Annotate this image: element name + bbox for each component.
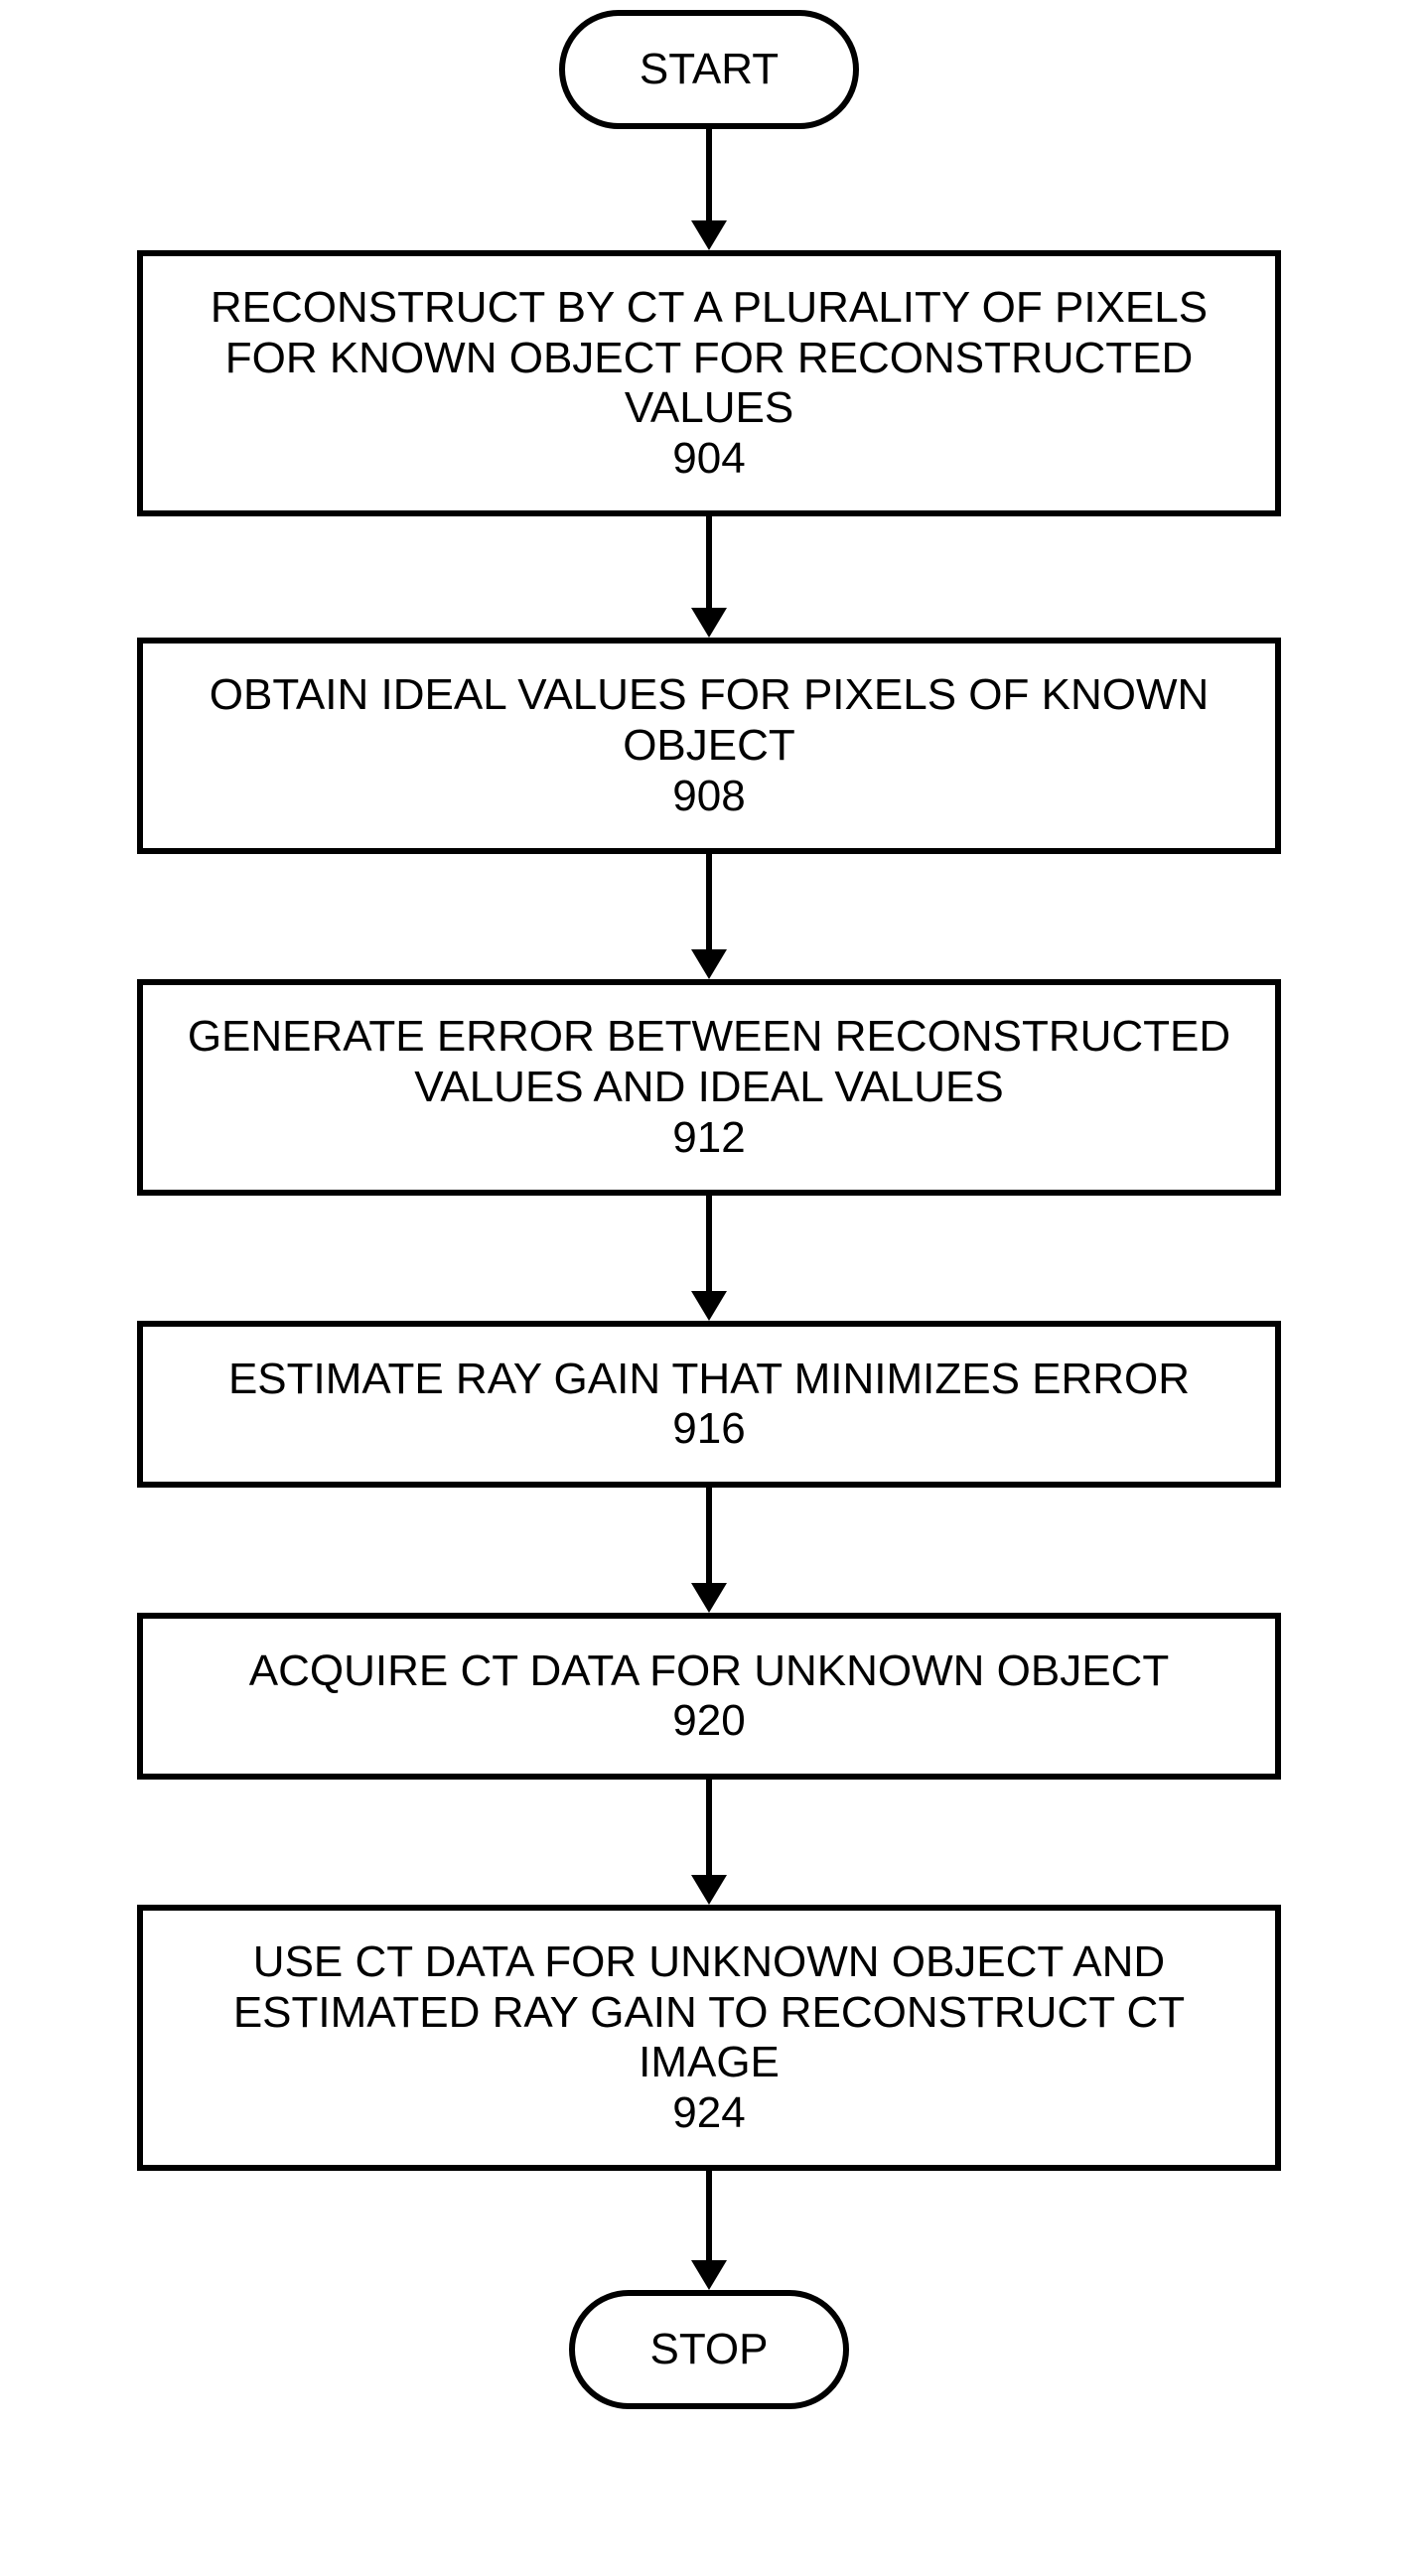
node-number: 920: [672, 1696, 745, 1746]
edge-start-n904: [706, 129, 712, 220]
edge-n908-n912: [706, 854, 712, 949]
edge-n912-n916: [706, 1196, 712, 1291]
node-n924: USE CT DATA FOR UNKNOWN OBJECT AND ESTIM…: [137, 1905, 1281, 2171]
flowchart-canvas: START RECONSTRUCT BY CT A PLURALITY OF PI…: [0, 0, 1427, 2576]
node-number: 912: [672, 1113, 745, 1163]
arrowhead-icon: [691, 1291, 727, 1321]
edge-n924-stop: [706, 2171, 712, 2260]
node-label: GENERATE ERROR BETWEEN RECONSTRUCTED VAL…: [173, 1012, 1245, 1112]
edge-n904-n908: [706, 516, 712, 608]
arrowhead-icon: [691, 608, 727, 638]
arrowhead-icon: [691, 1875, 727, 1905]
node-label: START: [640, 45, 779, 95]
node-n912: GENERATE ERROR BETWEEN RECONSTRUCTED VAL…: [137, 979, 1281, 1196]
arrowhead-icon: [691, 2260, 727, 2290]
edge-n920-n924: [706, 1780, 712, 1875]
arrowhead-icon: [691, 949, 727, 979]
node-n920: ACQUIRE CT DATA FOR UNKNOWN OBJECT920: [137, 1613, 1281, 1780]
node-label: ESTIMATE RAY GAIN THAT MINIMIZES ERROR: [228, 1355, 1190, 1405]
node-number: 908: [672, 772, 745, 821]
node-label: OBTAIN IDEAL VALUES FOR PIXELS OF KNOWN …: [173, 670, 1245, 771]
node-label: USE CT DATA FOR UNKNOWN OBJECT AND ESTIM…: [173, 1937, 1245, 2088]
arrowhead-icon: [691, 220, 727, 250]
node-stop: STOP: [569, 2290, 849, 2409]
node-n916: ESTIMATE RAY GAIN THAT MINIMIZES ERROR91…: [137, 1321, 1281, 1488]
node-label: ACQUIRE CT DATA FOR UNKNOWN OBJECT: [249, 1646, 1170, 1697]
node-n908: OBTAIN IDEAL VALUES FOR PIXELS OF KNOWN …: [137, 638, 1281, 854]
edge-n916-n920: [706, 1488, 712, 1583]
node-label: RECONSTRUCT BY CT A PLURALITY OF PIXELS …: [173, 283, 1245, 434]
node-number: 916: [672, 1404, 745, 1454]
node-number: 904: [672, 434, 745, 484]
node-number: 924: [672, 2088, 745, 2138]
node-label: STOP: [649, 2325, 768, 2375]
arrowhead-icon: [691, 1583, 727, 1613]
node-start: START: [559, 10, 859, 129]
node-n904: RECONSTRUCT BY CT A PLURALITY OF PIXELS …: [137, 250, 1281, 516]
